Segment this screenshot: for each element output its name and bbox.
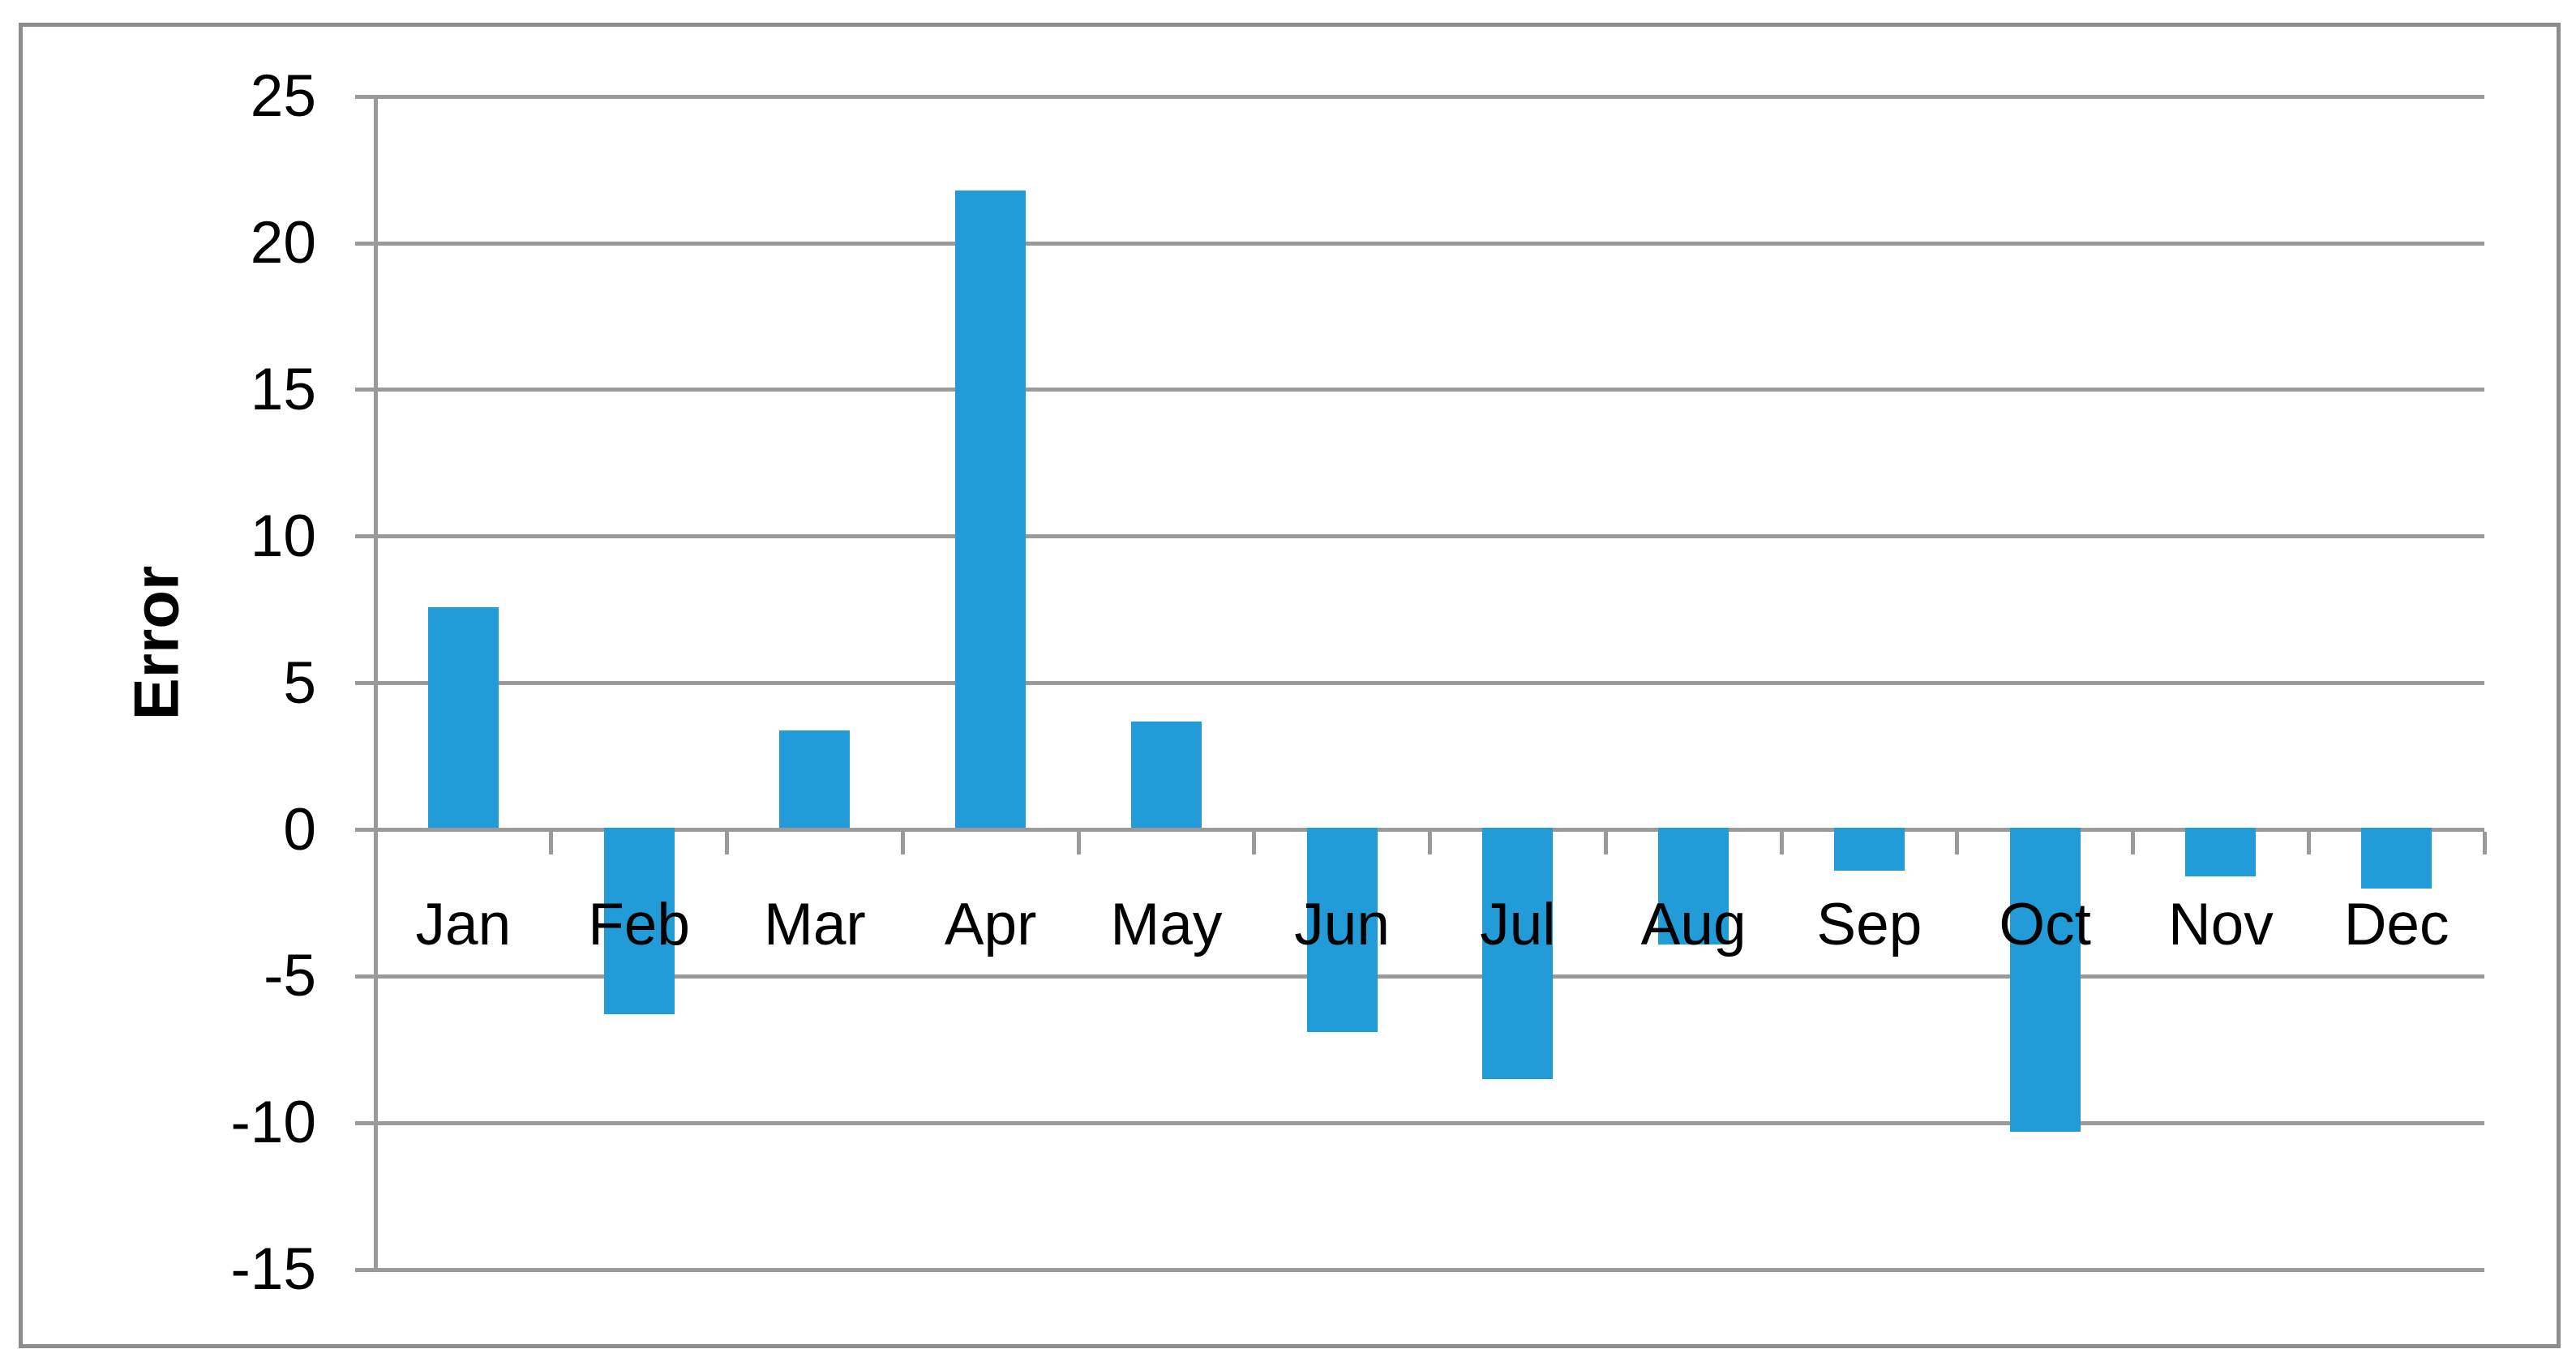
x-axis-label-oct: Oct — [1999, 892, 2091, 957]
y-axis-tick-label: -5 — [264, 943, 316, 1009]
x-axis-category-tick — [1076, 832, 1081, 854]
horizontal-gridline — [375, 534, 2484, 539]
horizontal-gridline — [375, 388, 2484, 392]
y-axis-tick — [355, 1120, 375, 1125]
y-axis-tick — [355, 681, 375, 686]
chart-border-frame — [19, 23, 2561, 1348]
x-axis-category-tick — [1955, 832, 1960, 854]
bar-oct — [2009, 828, 2081, 1133]
y-axis-tick — [355, 828, 375, 832]
x-axis-category-tick — [373, 832, 378, 854]
horizontal-gridline — [375, 828, 2484, 832]
bar-jun — [1306, 828, 1378, 1033]
bar-feb — [603, 828, 675, 1015]
y-axis-tick-label: 10 — [250, 503, 316, 569]
horizontal-gridline — [375, 241, 2484, 246]
y-axis-tick — [355, 534, 375, 539]
y-axis-tick-label: 0 — [283, 796, 316, 863]
y-axis-tick — [355, 388, 375, 392]
y-axis-tick-label: 20 — [250, 210, 316, 276]
x-axis-label-feb: Feb — [588, 892, 691, 957]
x-axis-category-tick — [1603, 832, 1608, 854]
y-axis-tick-label: 15 — [250, 356, 316, 422]
bar-nov — [2185, 828, 2257, 877]
bar-mar — [779, 730, 851, 828]
x-axis-label-jul: Jul — [1480, 892, 1556, 957]
y-axis-tick-label: 5 — [283, 649, 316, 716]
x-axis-category-tick — [549, 832, 554, 854]
x-axis-label-dec: Dec — [2343, 892, 2450, 957]
x-axis-category-tick — [1428, 832, 1432, 854]
x-axis-label-may: May — [1110, 892, 1223, 957]
horizontal-gridline — [375, 681, 2484, 686]
x-axis-label-jan: Jan — [415, 892, 512, 957]
bar-sep — [1833, 828, 1905, 872]
x-axis-category-tick — [2482, 832, 2487, 854]
y-axis-tick — [355, 1267, 375, 1272]
bar-aug — [1658, 828, 1729, 944]
bar-apr — [955, 190, 1027, 828]
x-axis-label-aug: Aug — [1640, 892, 1747, 957]
x-axis-label-jun: Jun — [1294, 892, 1390, 957]
horizontal-gridline — [375, 94, 2484, 99]
x-axis-category-tick — [725, 832, 729, 854]
y-axis-tick-label: -10 — [230, 1090, 316, 1156]
y-axis-tick — [355, 241, 375, 246]
x-axis-label-sep: Sep — [1816, 892, 1922, 957]
x-axis-category-tick — [2131, 832, 2135, 854]
x-axis-category-tick — [1252, 832, 1257, 854]
horizontal-gridline — [375, 1120, 2484, 1125]
y-axis-tick — [355, 94, 375, 99]
bar-jan — [427, 606, 499, 828]
y-axis-line — [373, 94, 378, 1272]
x-axis-category-tick — [900, 832, 905, 854]
bar-dec — [2361, 828, 2432, 889]
x-axis-label-mar: Mar — [764, 892, 866, 957]
x-axis-label-nov: Nov — [2167, 892, 2274, 957]
bar-may — [1130, 721, 1202, 828]
y-axis-tick-label: -15 — [230, 1236, 316, 1303]
y-axis-tick — [355, 974, 375, 979]
horizontal-gridline — [375, 974, 2484, 979]
x-axis-category-tick — [1779, 832, 1784, 854]
horizontal-gridline — [375, 1267, 2484, 1272]
x-axis-label-apr: Apr — [944, 892, 1037, 957]
y-axis-tick-label: 25 — [250, 63, 316, 130]
bar-jul — [1482, 828, 1554, 1079]
x-axis-category-tick — [2306, 832, 2311, 854]
